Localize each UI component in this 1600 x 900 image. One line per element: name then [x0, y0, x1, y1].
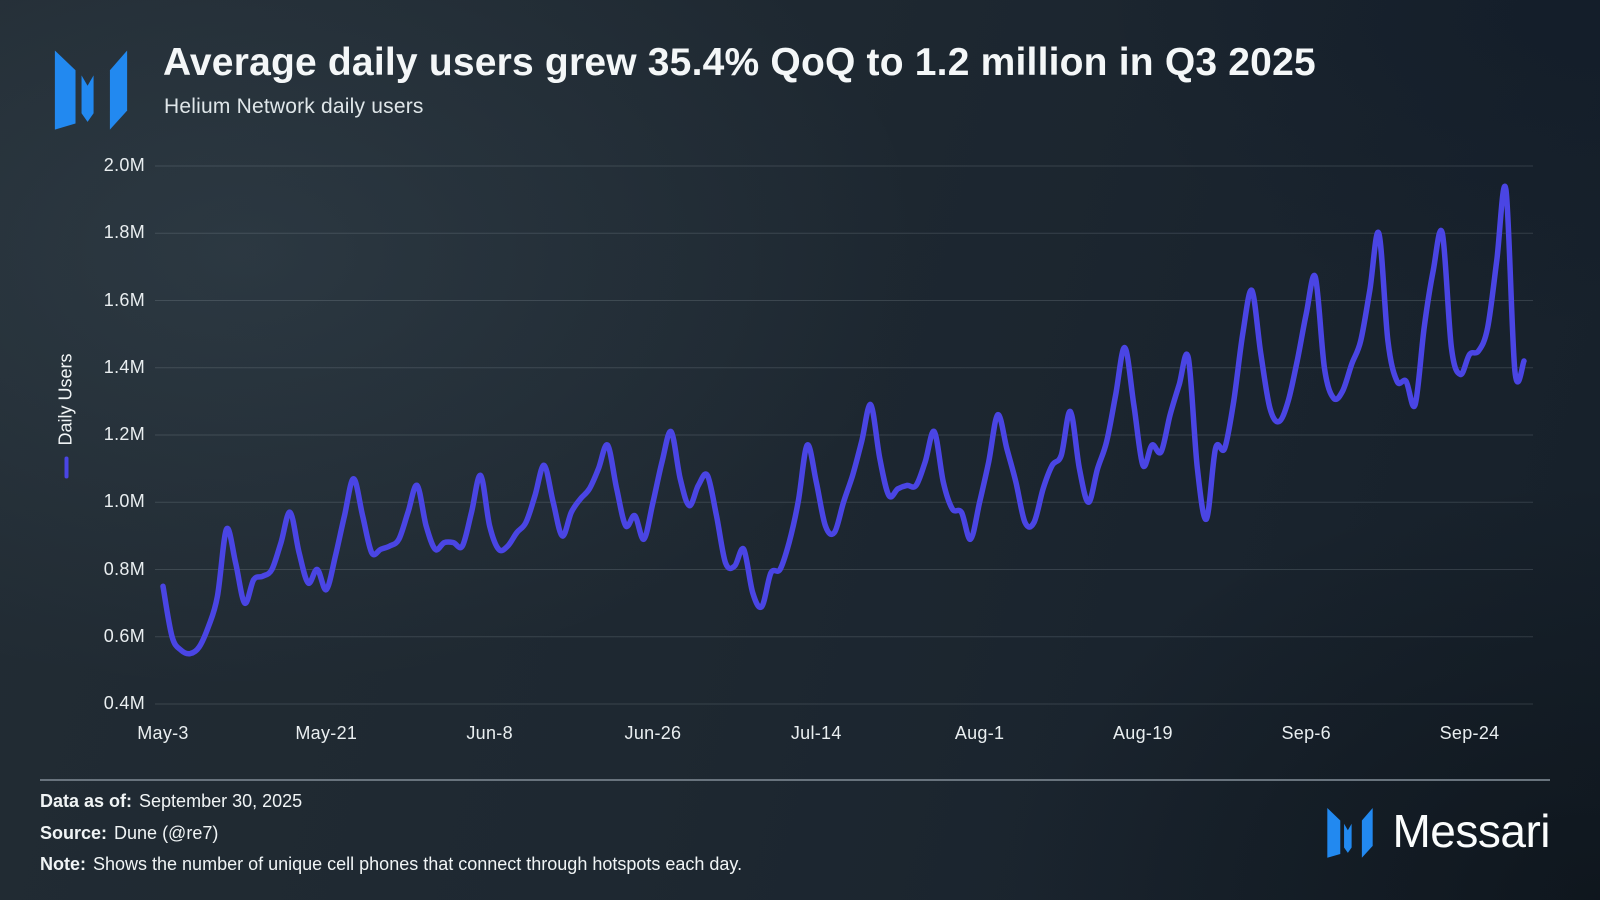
y-tick-label: 1.0M	[103, 491, 145, 512]
y-tick-label: 1.2M	[103, 424, 145, 444]
x-tick-label: Sep-24	[1439, 723, 1500, 743]
x-tick-label: Jun-8	[466, 723, 513, 743]
messari-logo-icon	[1327, 808, 1374, 858]
x-tick-label: Aug-1	[954, 723, 1005, 743]
footer-divider	[40, 779, 1550, 781]
daily-users-line	[160, 183, 1527, 657]
messari-wordmark: Messari	[1392, 805, 1550, 857]
y-axis-title: Daily Users	[55, 353, 77, 479]
messari-brand-lockup: Messari	[1323, 800, 1550, 862]
y-tick-label: 1.4M	[103, 356, 145, 377]
footer-note: Note: Shows the number of unique cell pho…	[40, 854, 743, 874]
y-tick-label: 2.0M	[103, 155, 145, 175]
y-tick-label: 0.4M	[103, 693, 145, 713]
x-tick-label: Aug-19	[1112, 723, 1173, 743]
x-tick-label: Sep-6	[1281, 723, 1331, 743]
footer-data-as-of: Data as of: September 30, 2025	[40, 791, 303, 811]
x-tick-label: Jul-14	[790, 723, 842, 743]
x-tick-label: May-21	[295, 723, 358, 743]
y-tick-label: 0.6M	[103, 625, 145, 646]
y-tick-label: 0.8M	[103, 558, 145, 579]
chart-title: Average daily users grew 35.4% QoQ to 1.…	[163, 41, 1316, 84]
x-tick-label: Jun-26	[624, 723, 682, 743]
y-axis-title-label: Daily Users	[55, 353, 76, 446]
chart-subtitle: Helium Network daily users	[164, 95, 424, 118]
y-tick-label: 1.6M	[103, 289, 145, 310]
x-tick-label: May-3	[137, 723, 189, 743]
gridlines	[155, 165, 1533, 705]
footer: Data as of: September 30, 2025 Source: Dun…	[40, 790, 1240, 885]
footer-source: Source: Dune (@re7)	[40, 822, 219, 843]
legend-line-swatch	[64, 456, 68, 479]
messari-logo-icon	[54, 50, 128, 130]
y-tick-label: 1.8M	[103, 222, 145, 243]
